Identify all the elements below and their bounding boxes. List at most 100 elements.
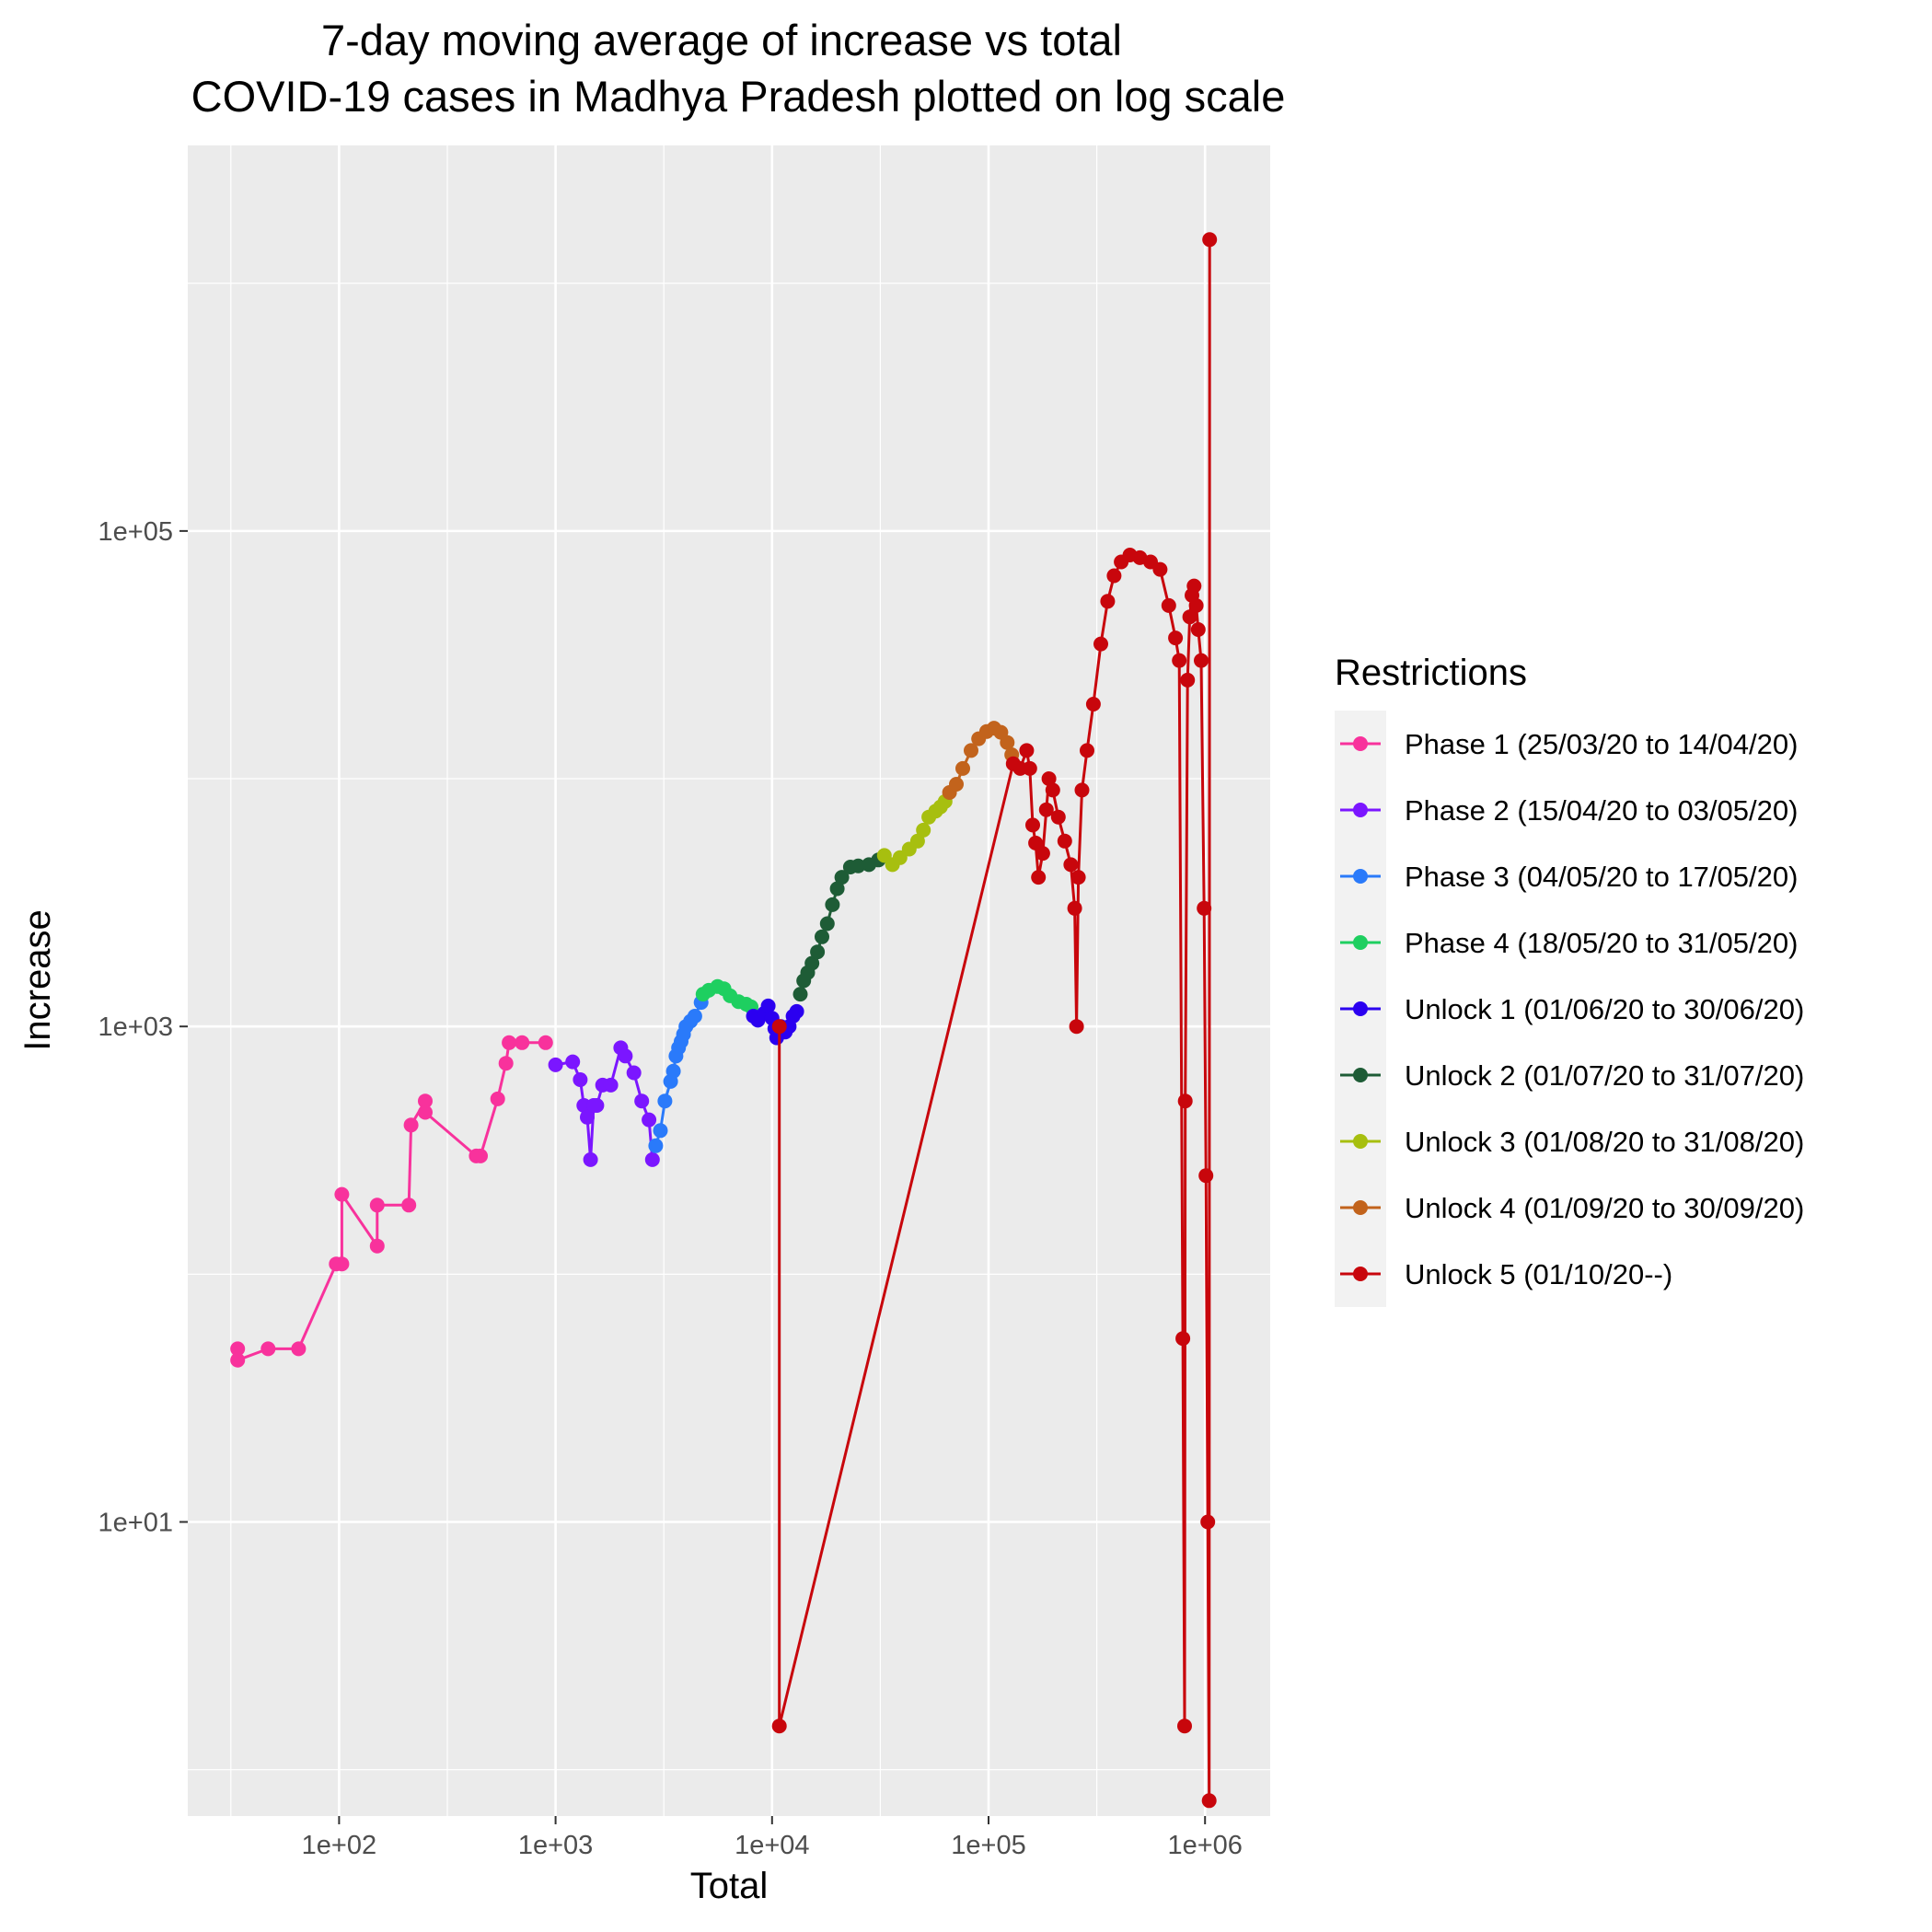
legend-key-point [1353, 736, 1368, 751]
data-point [260, 1341, 276, 1357]
data-point [1069, 1019, 1084, 1035]
data-point [1168, 631, 1184, 646]
data-point [1000, 735, 1015, 750]
data-point [634, 1093, 650, 1109]
data-point [334, 1256, 350, 1272]
data-point [1161, 597, 1176, 613]
y-axis-title: Increase [17, 909, 58, 1050]
series-7 [876, 793, 953, 873]
y-axis-ticks: 1e+01 1e+03 1e+05 [98, 517, 188, 1537]
series-layer [230, 232, 1218, 1809]
data-point [1035, 846, 1050, 862]
data-point [850, 858, 866, 873]
data-point [1080, 743, 1094, 758]
data-point [583, 1151, 598, 1167]
data-point [1198, 1168, 1214, 1184]
data-point [230, 1352, 246, 1368]
x-tick-label: 1e+02 [302, 1831, 376, 1860]
legend-key-point [1353, 1001, 1368, 1016]
data-point [369, 1197, 385, 1213]
y-tick-label: 1e+05 [98, 517, 173, 547]
plot-panel [188, 145, 1270, 1816]
data-point [909, 833, 925, 849]
legend-key-point [1353, 803, 1368, 817]
data-point [1057, 833, 1072, 849]
data-point [964, 743, 978, 758]
data-point [1197, 900, 1212, 916]
data-point [834, 870, 850, 885]
legend-label: Unlock 1 (01/06/20 to 30/06/20) [1405, 993, 1804, 1025]
data-point [1177, 1093, 1193, 1109]
data-point [789, 1003, 804, 1019]
data-point [1201, 1793, 1217, 1809]
data-point [1031, 870, 1047, 885]
data-point [1074, 782, 1090, 798]
data-point [603, 1077, 619, 1093]
legend-label: Phase 2 (15/04/20 to 03/05/20) [1405, 794, 1798, 827]
legend-key-point [1353, 1200, 1368, 1215]
data-point [1202, 232, 1218, 248]
data-point [515, 1035, 530, 1050]
data-point [418, 1093, 433, 1109]
data-point [642, 1112, 657, 1128]
data-point [573, 1072, 588, 1087]
data-point [819, 916, 835, 931]
data-point [687, 1009, 702, 1024]
series-3 [648, 995, 709, 1153]
data-point [1038, 802, 1054, 817]
y-tick-label: 1e+03 [98, 1012, 173, 1042]
data-point [230, 1341, 246, 1357]
data-point [916, 822, 931, 838]
x-tick-label: 1e+06 [1167, 1831, 1242, 1860]
data-point [648, 1138, 664, 1153]
data-point [1186, 578, 1202, 594]
data-point [490, 1091, 505, 1106]
data-point [1050, 809, 1066, 825]
data-point [1085, 697, 1101, 711]
data-point [1172, 653, 1187, 668]
data-point [792, 987, 808, 1002]
data-point [1190, 622, 1206, 637]
data-point [498, 1056, 514, 1071]
legend-label: Unlock 2 (01/07/20 to 31/07/20) [1405, 1059, 1804, 1092]
data-point [653, 1123, 668, 1139]
series-9 [771, 232, 1218, 1809]
chart-title-line-1: 7-day moving average of increase vs tota… [321, 16, 1122, 64]
x-axis-title: Total [690, 1866, 769, 1906]
data-point [815, 929, 829, 944]
data-point [1194, 653, 1209, 668]
legend-key-point [1353, 1134, 1368, 1149]
data-point [291, 1341, 307, 1357]
legend-label: Phase 1 (25/03/20 to 14/04/20) [1405, 728, 1798, 760]
legend: Restrictions Phase 1 (25/03/20 to 14/04/… [1335, 653, 1804, 1307]
legend-key-point [1353, 869, 1368, 884]
data-point [418, 1105, 433, 1120]
x-tick-label: 1e+03 [518, 1831, 593, 1860]
series-4 [695, 978, 758, 1014]
data-point [502, 1035, 517, 1050]
x-tick-label: 1e+05 [951, 1831, 1025, 1860]
data-point [1152, 561, 1168, 577]
data-point [618, 1048, 633, 1064]
legend-key-point [1353, 1267, 1368, 1281]
data-point [538, 1035, 553, 1050]
data-point [565, 1054, 581, 1070]
data-point [810, 944, 826, 960]
data-point [401, 1197, 417, 1213]
legend-title: Restrictions [1335, 653, 1527, 693]
data-point [644, 1151, 660, 1167]
series-6 [792, 852, 886, 1002]
data-point [1106, 568, 1122, 584]
legend-label: Unlock 4 (01/09/20 to 30/09/20) [1405, 1192, 1804, 1224]
data-point [657, 1093, 673, 1109]
data-point [1019, 743, 1035, 758]
data-point [892, 850, 908, 865]
data-point [589, 1098, 605, 1113]
data-point [1177, 1718, 1192, 1734]
chart-title-line-2: COVID-19 cases in Madhya Pradesh plotted… [191, 72, 1286, 121]
data-point [825, 897, 840, 912]
data-point [1022, 760, 1037, 776]
data-point [369, 1238, 385, 1254]
data-point [1182, 609, 1197, 625]
